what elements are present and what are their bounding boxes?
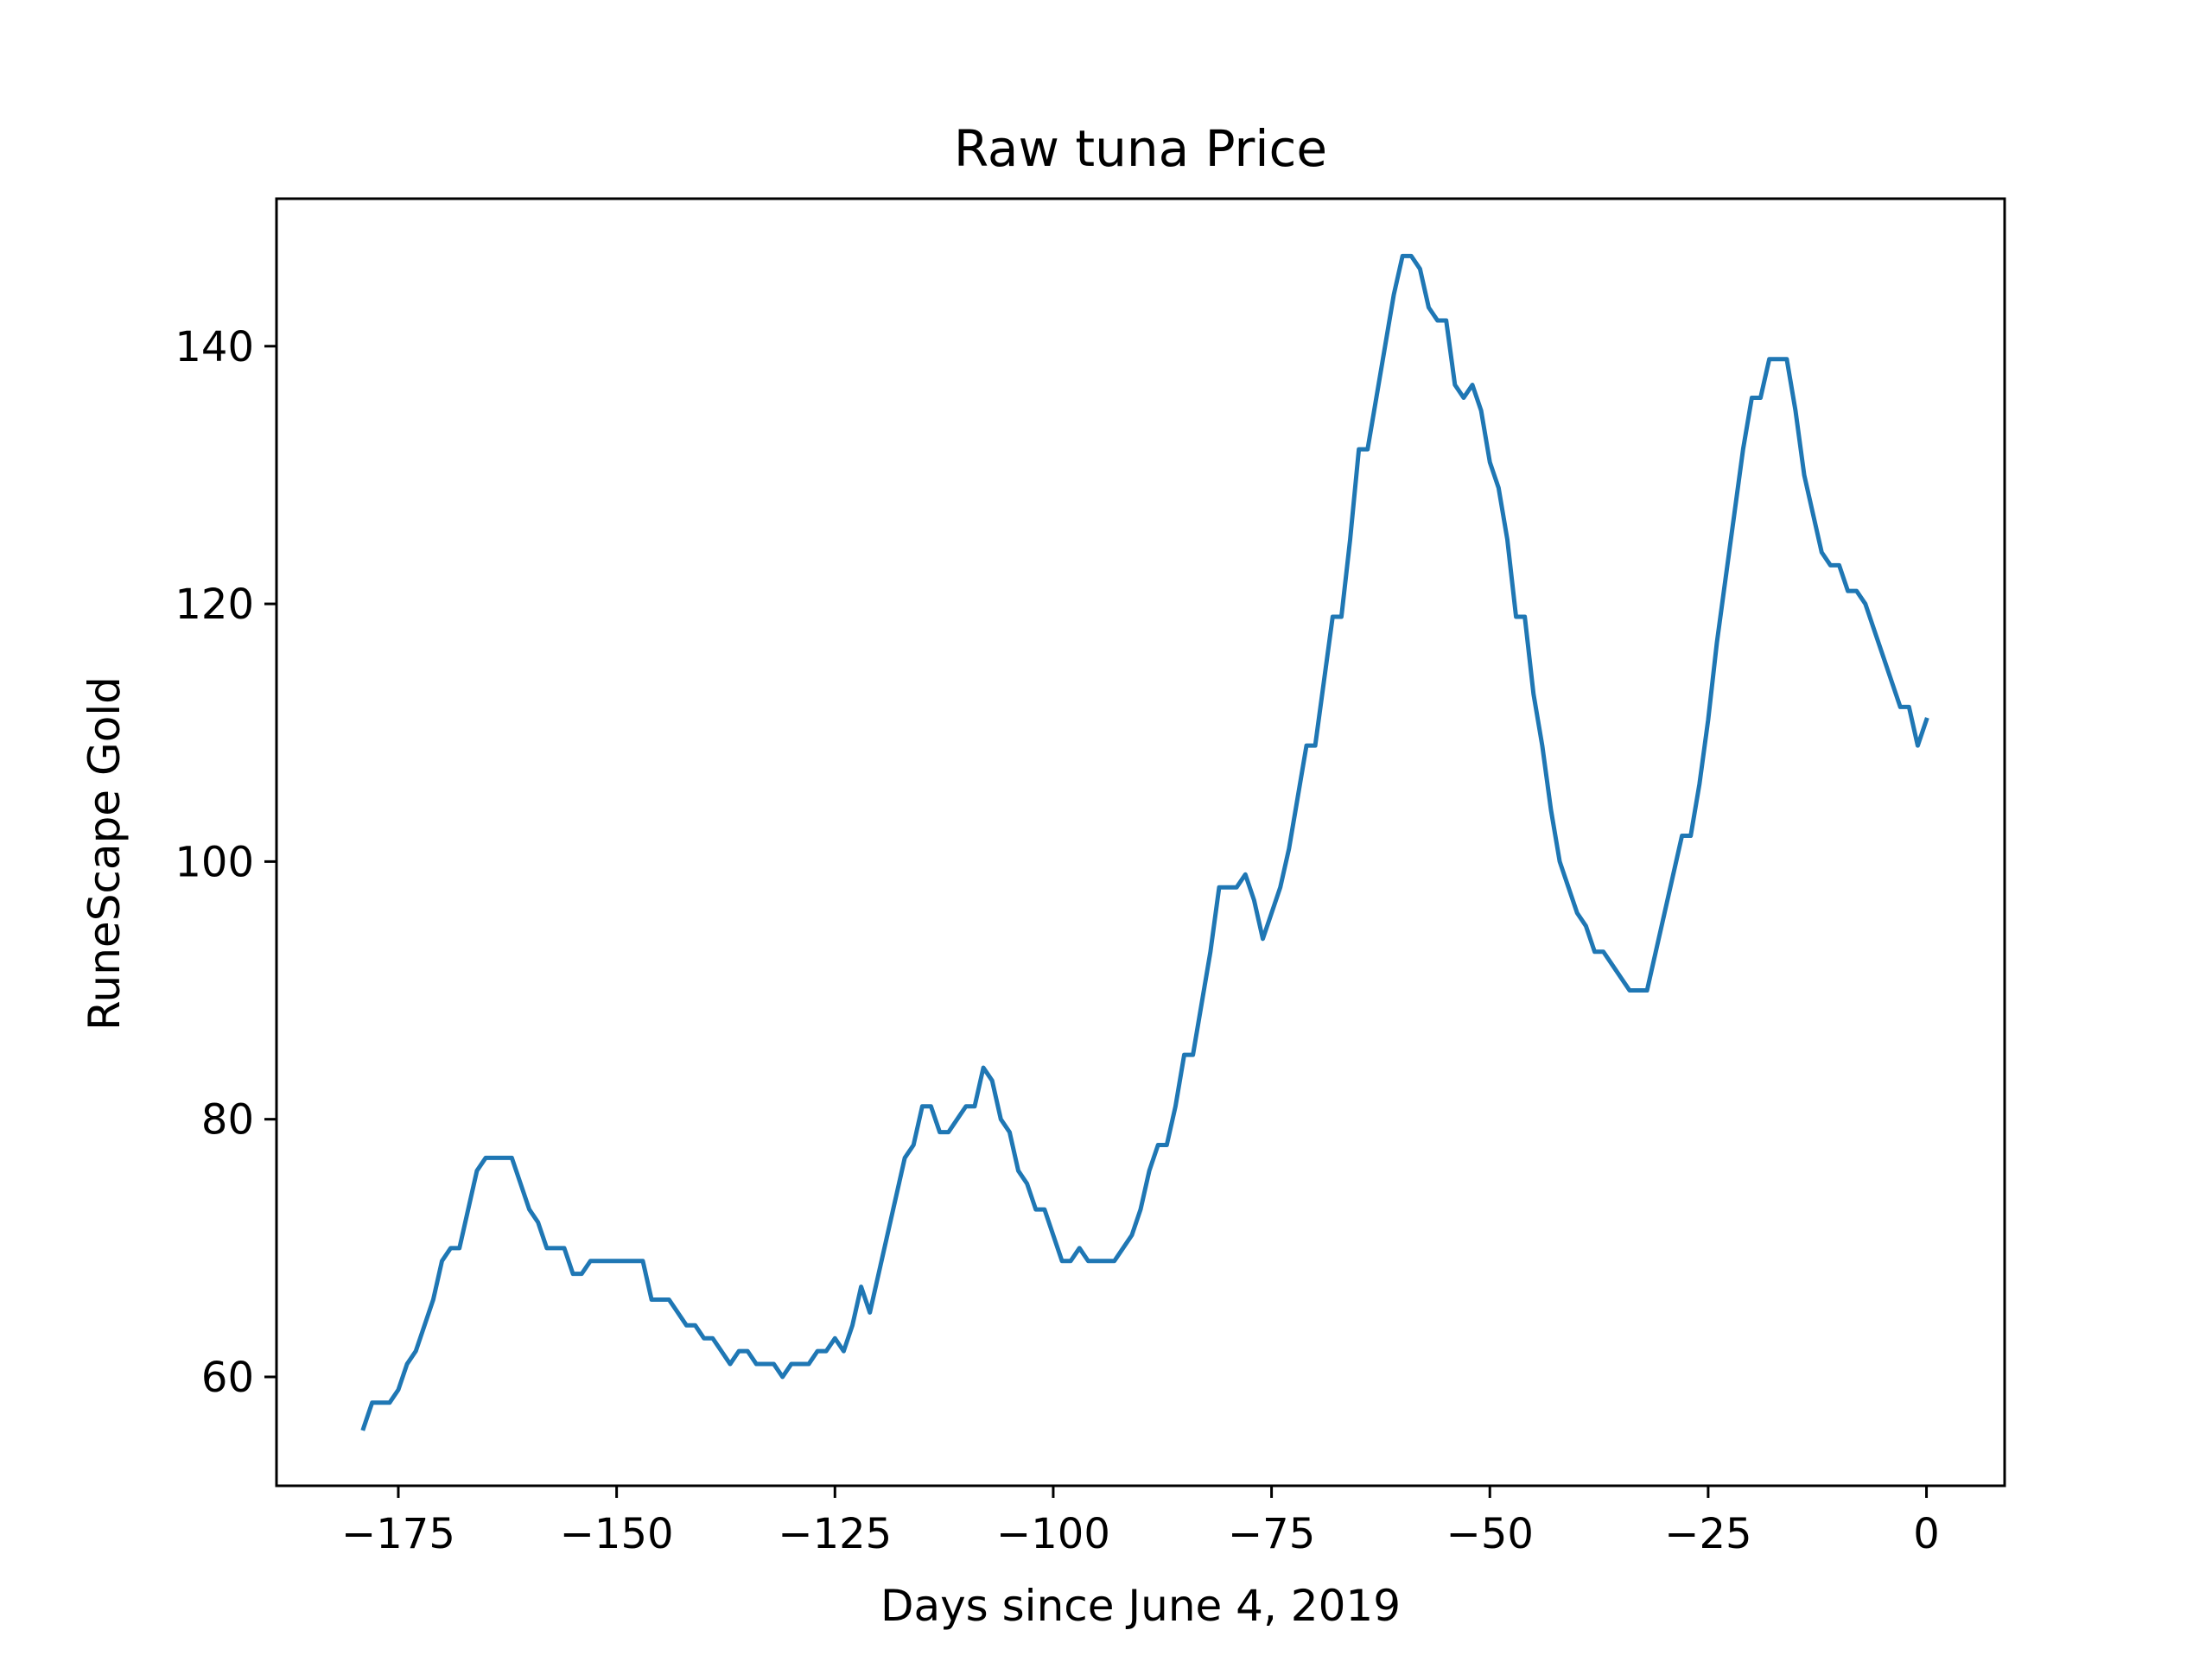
x-tick-label: −25 (1664, 1510, 1751, 1558)
x-tick-label: −150 (560, 1510, 674, 1558)
y-tick-label: 80 (201, 1096, 254, 1145)
x-tick-label: −75 (1228, 1510, 1315, 1558)
x-axis-label: Days since June 4, 2019 (880, 1581, 1401, 1631)
y-tick-label: 100 (175, 838, 254, 886)
price-series-line (360, 253, 1929, 1431)
plot-area: −175 −150 −125 −100 −75 −50 −25 0 60 80 100 120 140 (175, 197, 2006, 1558)
y-tick-label: 120 (175, 580, 254, 629)
x-tick-label: 0 (1913, 1510, 1940, 1558)
x-tick-label: −100 (996, 1510, 1110, 1558)
y-tick-label: 60 (201, 1354, 254, 1402)
x-tick-label: −125 (778, 1510, 892, 1558)
x-tick-label: −175 (341, 1510, 455, 1558)
y-tick-label: 140 (175, 323, 254, 371)
y-axis-label: RuneScape Gold (79, 676, 130, 1031)
axes-frame (275, 197, 2006, 1488)
x-tick-label: −50 (1446, 1510, 1534, 1558)
chart-title: Raw tuna Price (954, 119, 1327, 178)
